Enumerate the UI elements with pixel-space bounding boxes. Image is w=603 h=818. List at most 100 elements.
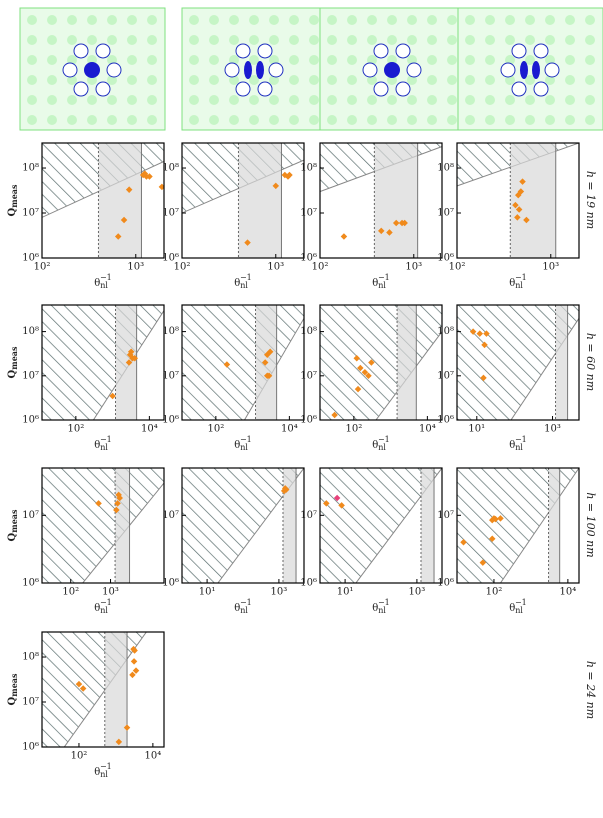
mode-lobe (256, 61, 264, 79)
hole (209, 115, 219, 125)
label-base: θ (509, 603, 515, 614)
hole (465, 115, 475, 125)
hole (229, 75, 239, 85)
hole (347, 95, 357, 105)
hole (387, 95, 397, 105)
y-tick-label: 10⁶ (22, 415, 39, 426)
hole (67, 115, 77, 125)
hole (395, 81, 411, 97)
label-sup: −1 (378, 598, 390, 607)
point (492, 515, 499, 523)
hole (485, 95, 495, 105)
y-axis-label: Qmeas (7, 673, 20, 705)
y-tick-label: 10⁸ (22, 326, 39, 337)
plot-area (182, 305, 304, 420)
hole (257, 81, 273, 97)
point (114, 233, 122, 240)
x-axis-label: θnl−1 (509, 435, 527, 452)
hole (87, 15, 97, 25)
frame (41, 631, 165, 748)
label-base: θ (94, 767, 100, 778)
point (515, 206, 523, 213)
y-tick-label: 10⁶ (22, 742, 39, 753)
hole (347, 35, 357, 45)
hole (249, 115, 259, 125)
hole (189, 15, 199, 25)
row-label: h = 60 nm (584, 333, 597, 391)
point (476, 330, 484, 337)
mode-frame (181, 7, 328, 131)
hole (309, 75, 319, 85)
label-base: θ (372, 603, 378, 614)
y-tick-label: 10⁷ (22, 208, 39, 219)
point (353, 354, 361, 362)
panel: 10² 10³ 10⁶ 10⁷ 10⁸ θnl−1 (300, 142, 443, 290)
hole (67, 75, 77, 85)
plot-area (457, 305, 579, 420)
hole (505, 35, 515, 45)
label-base: θ (372, 440, 378, 451)
label-sub: nl (100, 606, 108, 615)
hole (249, 15, 259, 25)
x-tick-label: 10² (67, 424, 84, 435)
hole (309, 55, 319, 65)
hole (525, 95, 535, 105)
x-tick-label: 10² (207, 424, 224, 435)
hole (373, 43, 389, 59)
hole (585, 95, 595, 105)
mode-profiles (19, 7, 603, 131)
hole (229, 55, 239, 65)
panel: 10¹ 10³ 10⁶ 10⁷ θnl−1 (162, 467, 305, 615)
hole (127, 115, 137, 125)
label-sup: −1 (240, 273, 252, 282)
point (266, 348, 274, 356)
label-sub: meas (9, 346, 19, 370)
x-tick-label: 10³ (544, 424, 561, 435)
plot-area (42, 632, 147, 747)
hole (525, 115, 535, 125)
hole (545, 55, 555, 65)
x-tick-label: 10³ (271, 587, 288, 598)
point (523, 216, 530, 224)
hole (367, 115, 377, 125)
hole (95, 43, 111, 59)
y-tick-label: 10⁷ (162, 208, 179, 219)
y-tick-label: 10⁸ (437, 326, 454, 337)
hole (229, 35, 239, 45)
hole (229, 15, 239, 25)
y-tick-label: 10⁶ (162, 578, 179, 589)
hole (447, 95, 457, 105)
hole (387, 115, 397, 125)
y-tick-label: 10⁷ (162, 370, 179, 381)
point (115, 738, 123, 746)
hole (505, 55, 515, 65)
bound-line (375, 330, 442, 420)
x-tick-label: 10⁴ (145, 751, 162, 762)
hole (27, 15, 37, 25)
label-base: Q (7, 532, 18, 541)
hole (505, 95, 515, 105)
panel: 10¹ 10³ 10⁶ 10⁷ 10⁸ θnl−1 (437, 304, 580, 452)
hole (511, 81, 527, 97)
hole (395, 43, 411, 59)
band (98, 143, 142, 258)
label-sup: −1 (378, 273, 390, 282)
x-tick-label: 10² (486, 587, 503, 598)
hole (209, 55, 219, 65)
hole (545, 35, 555, 45)
point (512, 201, 519, 209)
hole (107, 75, 117, 85)
hole (87, 95, 97, 105)
x-tick-label: 10² (449, 262, 466, 273)
x-tick-label: 10² (62, 587, 79, 598)
point (120, 216, 128, 224)
y-tick-label: 10⁷ (22, 697, 39, 708)
x-tick-label: 10² (34, 262, 51, 273)
hole (269, 55, 279, 65)
y-tick-label: 10⁸ (22, 163, 39, 174)
point (354, 385, 362, 393)
x-tick-label: 10³ (102, 587, 119, 598)
label-base: θ (94, 440, 100, 451)
hole (249, 35, 259, 45)
hole (447, 35, 457, 45)
